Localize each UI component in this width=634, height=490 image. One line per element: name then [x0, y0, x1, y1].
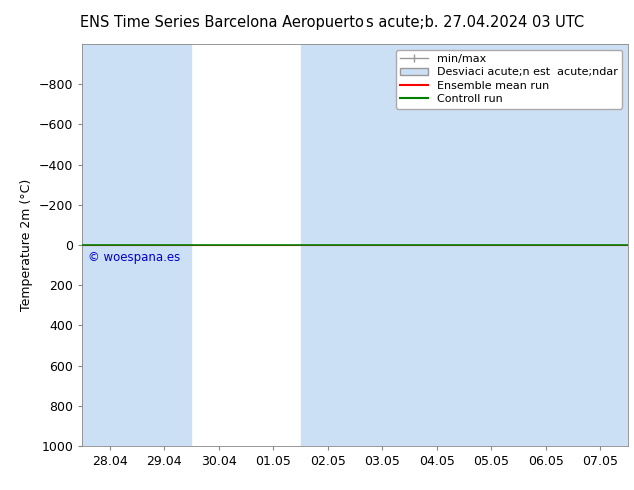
Text: s acute;b. 27.04.2024 03 UTC: s acute;b. 27.04.2024 03 UTC	[366, 15, 585, 30]
Bar	[82, 44, 191, 446]
Bar	[410, 44, 519, 446]
Text: ENS Time Series Barcelona Aeropuerto: ENS Time Series Barcelona Aeropuerto	[80, 15, 364, 30]
Bar	[519, 44, 628, 446]
Bar	[301, 44, 410, 446]
Text: © woespana.es: © woespana.es	[88, 251, 180, 264]
Y-axis label: Temperature 2m (°C): Temperature 2m (°C)	[20, 179, 34, 311]
Legend: min/max, Desviaci acute;n est  acute;ndar, Ensemble mean run, Controll run: min/max, Desviaci acute;n est acute;ndar…	[396, 49, 622, 109]
